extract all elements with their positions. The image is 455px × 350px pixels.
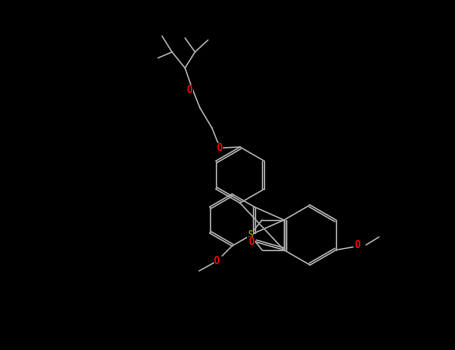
Text: O: O [214, 256, 220, 266]
Text: O: O [355, 240, 361, 250]
Text: O: O [217, 143, 223, 153]
Text: O: O [249, 237, 255, 247]
Text: S: S [247, 230, 253, 240]
Text: O: O [187, 85, 193, 95]
